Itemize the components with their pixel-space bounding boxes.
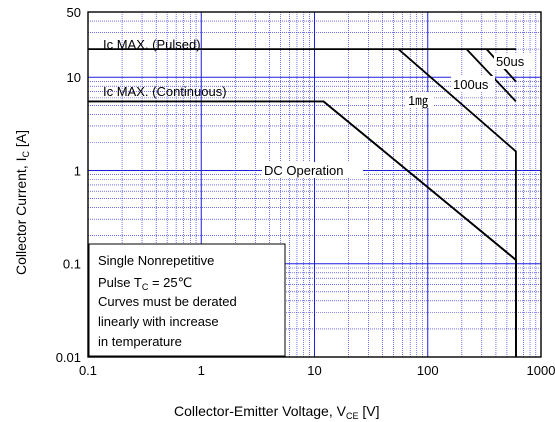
annotation-1ms: 1㎎ [408,93,428,109]
y-tick-label: 0.1 [63,257,81,272]
x-tick-label: 1000 [527,363,555,378]
x-axis-title: Collector-Emitter Voltage, VCE [V] [174,403,380,421]
x-tick-label: 100 [417,363,439,378]
note-line-5: in temperature [98,334,182,349]
annotation-pulsed: Ic MAX. (Pulsed) [103,37,201,52]
note-line-2: Pulse TC = 25℃ [98,275,192,292]
plot-frame [87,11,542,358]
y-tick-label: 0.01 [56,350,81,365]
annotation-dc-operation: DC Operation [264,163,343,178]
y-tick-label: 1 [74,163,81,178]
dc-label-bg [262,162,363,178]
x-tick-label: 1 [198,363,205,378]
annotation-continuous: Ic MAX. (Continuous) [103,84,227,99]
y-tick-label: 10 [67,70,81,85]
hundred-us-label-bg [451,76,495,92]
series-line-1ms [397,48,517,357]
series-group [88,48,517,357]
one-ms-label-bg [406,92,434,108]
annotation-50us: 50us [496,54,525,69]
x-tick-label: 10 [307,363,321,378]
x-tick-label: 0.1 [79,363,97,378]
note-box: Single Nonrepetitive Pulse TC = 25℃ Curv… [88,243,286,357]
note-line-3: Curves must be derated [98,294,237,309]
y-tick-label: 50 [67,5,81,20]
note-line-4: linearly with increase [98,314,219,329]
series-line-100us [465,48,517,103]
fifty-us-label-bg [494,53,532,69]
note-line-1: Single Nonrepetitive [98,253,214,268]
annotation-100us: 100us [453,77,489,92]
y-axis-title: Collector Current, IC [A] [13,130,31,275]
